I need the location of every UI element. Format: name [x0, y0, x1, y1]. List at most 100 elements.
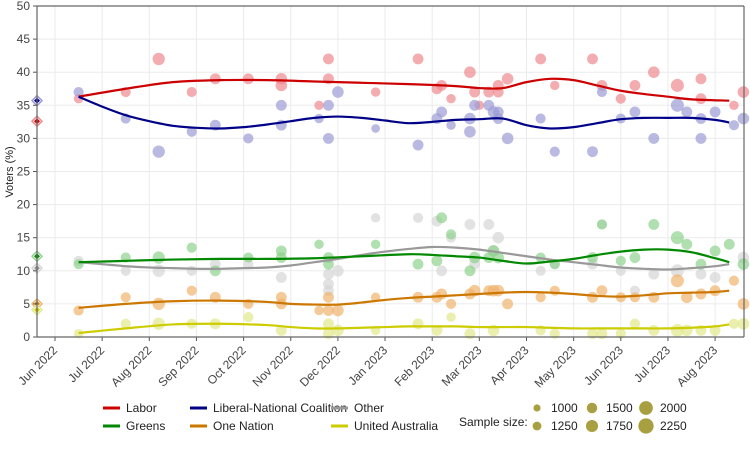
poll-point-united-australia [728, 318, 740, 329]
x-tick-label: Jul 2023 [631, 343, 673, 385]
x-tick-label: Aug 2022 [108, 343, 154, 389]
poll-point-greens [152, 251, 165, 264]
poll-point-labor [535, 53, 547, 65]
poll-point-labor [737, 86, 750, 98]
sample-size-label: 1750 [606, 419, 633, 433]
poll-point-liberal-national-coalition [596, 86, 608, 98]
poll-point-united-australia [629, 318, 641, 329]
poll-point-liberal-national-coalition [695, 132, 707, 144]
poll-point-one-nation [502, 298, 514, 310]
trend-line-liberal-national-coalition [78, 95, 730, 130]
poll-point-labor [412, 53, 424, 65]
sample-size-label: 2250 [660, 419, 687, 433]
poll-point-other [483, 219, 495, 230]
poll-point-greens [596, 219, 608, 230]
x-tick-label: Aug 2023 [674, 343, 720, 389]
poll-point-one-nation [323, 291, 334, 303]
poll-point-liberal-national-coalition [549, 146, 560, 157]
sample-size-swatch [533, 404, 541, 412]
poll-point-other [436, 265, 448, 277]
poll-point-other [120, 265, 131, 276]
poll-point-other [535, 265, 546, 276]
poll-point-united-australia [648, 324, 660, 336]
poll-point-labor [695, 93, 707, 105]
y-tick-label: 0 [23, 330, 30, 344]
x-tick-label: Oct 2022 [204, 343, 249, 388]
poll-point-one-nation [629, 292, 641, 303]
poll-point-labor [275, 79, 288, 92]
poll-point-one-nation [670, 274, 684, 288]
poll-point-greens [431, 255, 443, 267]
poll-point-liberal-national-coalition [681, 106, 693, 118]
poll-point-labor [629, 80, 641, 91]
poll-point-greens [73, 259, 84, 270]
poll-point-one-nation [587, 291, 598, 303]
poll-point-labor [615, 93, 626, 104]
y-tick-label: 30 [17, 131, 31, 145]
poll-point-greens [615, 255, 626, 266]
poll-point-one-nation [120, 292, 131, 303]
x-tick-label: Mar 2023 [439, 343, 485, 389]
poll-point-one-nation [709, 285, 721, 297]
y-tick-label: 35 [17, 98, 31, 112]
y-axis-title: Voters (%) [4, 146, 16, 197]
poll-point-greens [464, 265, 476, 277]
poll-point-labor [469, 86, 481, 98]
poll-point-liberal-national-coalition [332, 86, 344, 98]
poll-point-greens [681, 238, 693, 250]
election-markers [30, 94, 44, 316]
poll-point-united-australia [549, 328, 560, 339]
poll-point-labor [587, 53, 598, 65]
poll-point-liberal-national-coalition [501, 132, 514, 145]
sample-size-label: 1500 [606, 401, 633, 415]
poll-point-greens [370, 239, 381, 250]
poll-point-liberal-national-coalition [535, 113, 546, 124]
poll-point-liberal-national-coalition [709, 106, 721, 118]
sample-size-label: 1000 [551, 401, 578, 415]
x-tick-label: Sep 2022 [155, 343, 201, 389]
poll-point-other [275, 271, 287, 283]
poll-point-greens [209, 265, 221, 277]
y-tick-label: 45 [17, 32, 31, 46]
poll-point-united-australia [323, 318, 334, 330]
sample-size-title: Sample size: [459, 415, 528, 429]
poll-point-one-nation [695, 288, 707, 300]
poll-point-greens [737, 258, 750, 270]
poll-point-one-nation [737, 298, 750, 310]
poll-point-united-australia [120, 318, 131, 329]
y-tick-label: 25 [17, 165, 31, 179]
poll-point-united-australia [332, 324, 344, 337]
poll-point-united-australia [737, 317, 750, 330]
sample-size-swatch [639, 401, 653, 415]
legend-label-one-nation: One Nation [213, 419, 274, 433]
poll-point-one-nation [492, 284, 505, 297]
poll-point-labor [323, 53, 334, 65]
sample-size-swatch [532, 421, 542, 431]
sample-size-swatch [585, 419, 599, 433]
poll-point-greens [723, 238, 735, 250]
poll-point-liberal-national-coalition [629, 106, 641, 118]
trend-line-other [78, 245, 730, 271]
poll-point-greens [648, 219, 660, 230]
poll-point-labor [729, 100, 739, 111]
poll-point-greens [436, 212, 448, 224]
poll-point-one-nation [596, 285, 608, 297]
poll-point-liberal-national-coalition [243, 133, 254, 144]
trend-line-one-nation [78, 289, 730, 309]
poll-point-other [323, 268, 334, 280]
poll-point-labor [501, 73, 514, 85]
sample-size-swatch [638, 418, 654, 434]
poll-point-other [648, 268, 660, 280]
poll-point-liberal-national-coalition [186, 126, 197, 137]
x-tick-label: Apr 2023 [487, 343, 532, 388]
poll-point-labor [695, 73, 707, 85]
poll-point-one-nation [314, 305, 324, 316]
poll-point-labor [464, 66, 476, 78]
poll-point-labor [242, 73, 254, 85]
y-tick-label: 15 [17, 231, 31, 245]
poll-point-liberal-national-coalition [323, 132, 334, 144]
sample-size-label: 2000 [660, 401, 687, 415]
poll-point-united-australia [73, 328, 84, 339]
poll-point-one-nation [549, 285, 560, 296]
